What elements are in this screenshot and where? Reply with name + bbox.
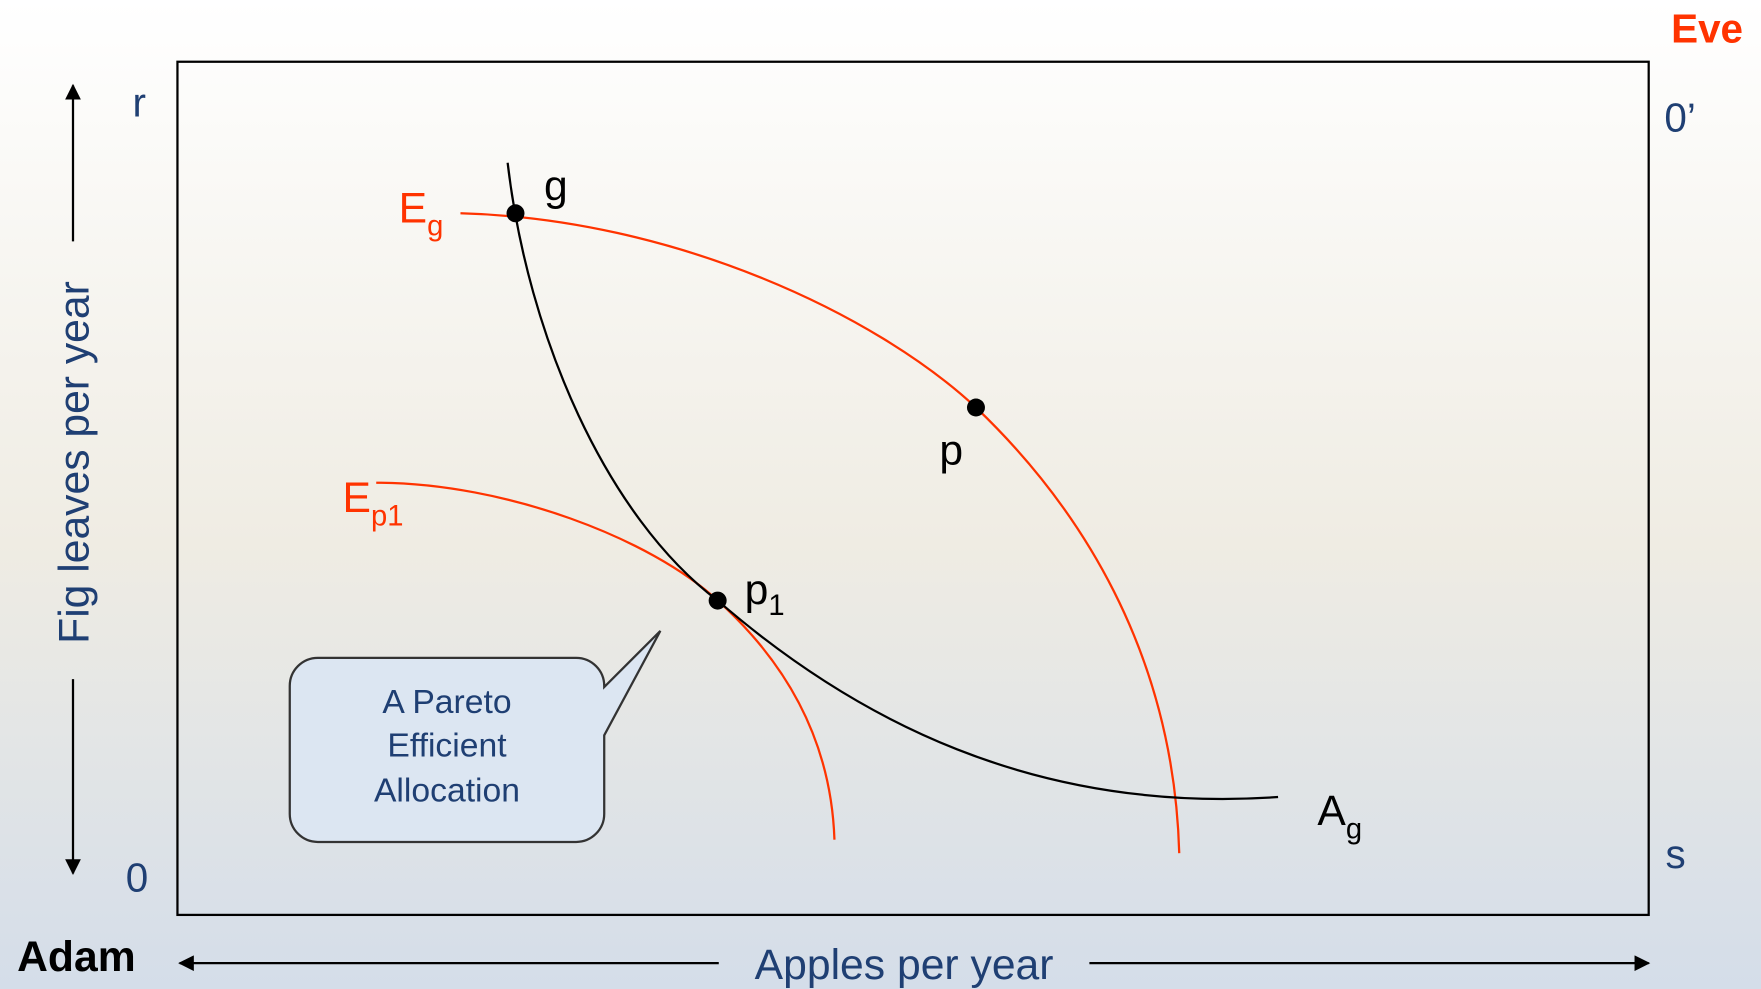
- adam-origin: 0: [126, 854, 148, 900]
- eve-label: Eve: [1671, 6, 1743, 52]
- label-p1-main: p: [745, 566, 769, 614]
- callout-line: A Pareto: [382, 684, 511, 721]
- label-eg: Eg: [399, 184, 444, 242]
- label-ep1-main: E: [343, 474, 371, 522]
- label-eg-sub: g: [427, 211, 443, 243]
- point-p1: [708, 591, 727, 610]
- point-p: [966, 398, 985, 417]
- indifference-curve-ag: [506, 162, 1279, 801]
- label-ep1-sub: p1: [371, 500, 403, 532]
- callout-box: [288, 630, 662, 844]
- label-ep1: Ep1: [343, 474, 404, 532]
- label-ag-main: A: [1317, 787, 1346, 835]
- label-p: p: [939, 427, 963, 475]
- r-label: r: [133, 80, 146, 126]
- x-axis-label: Apples per year: [755, 941, 1054, 989]
- label-g: g: [544, 162, 568, 210]
- adam-label: Adam: [17, 933, 136, 981]
- label-ag: Ag: [1317, 787, 1362, 845]
- label-eg-main: E: [399, 184, 427, 232]
- callout-line: Efficient: [387, 728, 507, 765]
- label-p1-sub: 1: [768, 590, 784, 622]
- eve-origin: 0’: [1664, 94, 1695, 140]
- s-label: s: [1666, 831, 1686, 877]
- callout-line: Allocation: [374, 773, 520, 810]
- edgeworth-box: [176, 60, 1650, 917]
- label-p1: p1: [745, 566, 785, 622]
- point-g: [506, 204, 525, 223]
- y-axis-label: Fig leaves per year: [51, 281, 99, 644]
- label-ag-sub: g: [1346, 814, 1362, 846]
